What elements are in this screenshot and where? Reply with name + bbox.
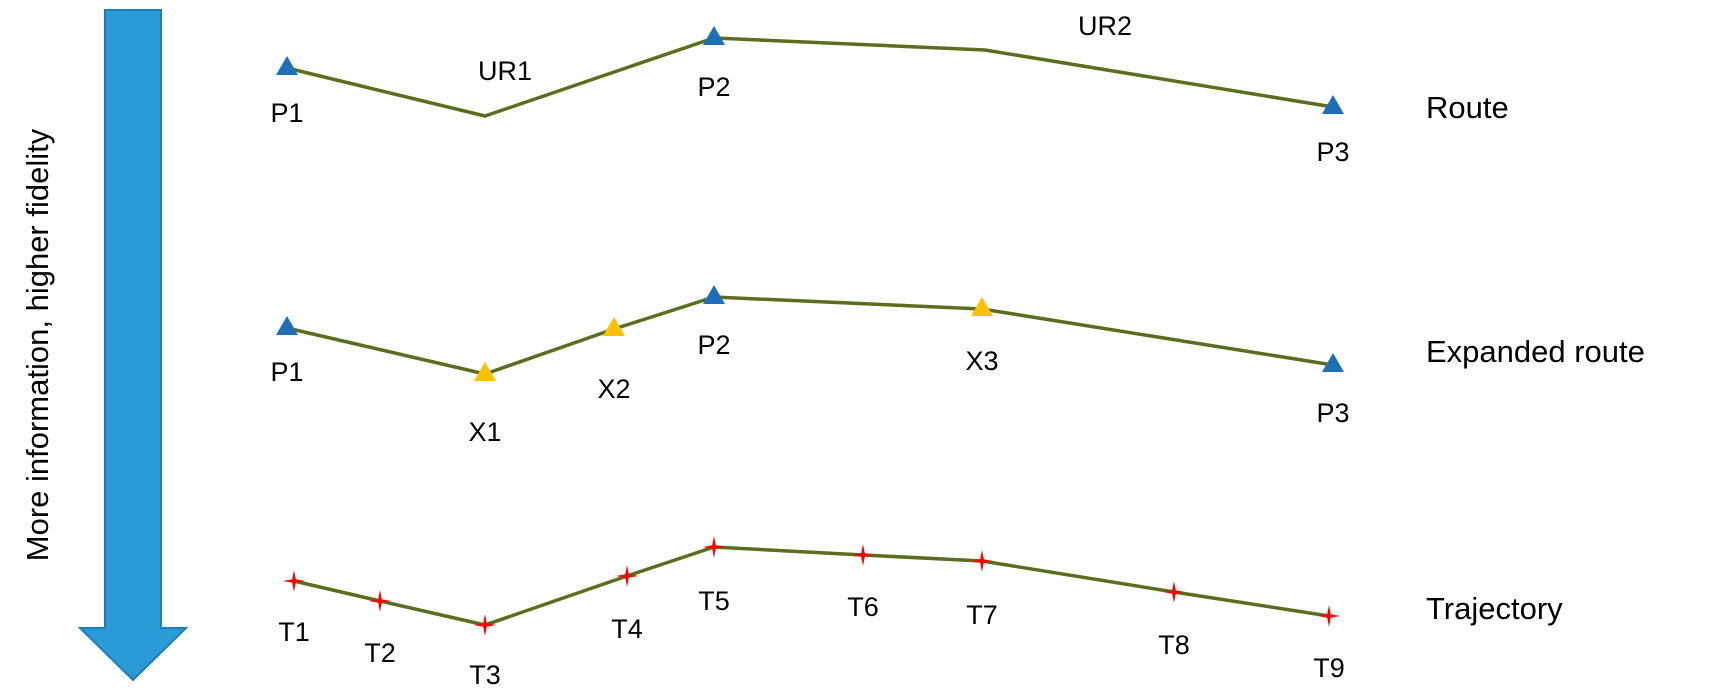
row-label-trajectory: Trajectory [1426, 591, 1563, 626]
point-label: P2 [697, 72, 730, 102]
waypoint-triangle-icon [276, 316, 298, 335]
trajectory-row: T1 T2 T3 T4 T5 T6 T7 T8 T9 [278, 536, 1345, 690]
point-label: T1 [278, 617, 310, 647]
point-label: P3 [1316, 398, 1349, 428]
waypoint-triangle-icon [703, 26, 725, 45]
point-label: T4 [611, 614, 643, 644]
point-label: P1 [270, 98, 303, 128]
point-label: X1 [468, 417, 501, 447]
point-label: T9 [1313, 653, 1345, 683]
trajectory-point-star-icon [283, 570, 305, 592]
point-label: T8 [1158, 630, 1190, 660]
expanded-point-triangle-icon [474, 362, 496, 381]
trajectory-point-star-icon [474, 614, 496, 636]
point-label: T7 [966, 600, 998, 630]
fidelity-axis-label: More information, higher fidelity [20, 128, 55, 561]
row-label-expanded-route: Expanded route [1426, 334, 1645, 369]
point-label: T6 [847, 592, 879, 622]
waypoint-triangle-icon [1322, 95, 1344, 114]
trajectory-point-star-icon [703, 536, 725, 558]
waypoint-triangle-icon [1322, 353, 1344, 372]
route-row: P1 P2 P3 UR1 UR2 [270, 11, 1349, 167]
point-label: P1 [270, 357, 303, 387]
point-label: T5 [698, 586, 730, 616]
point-label: X2 [597, 374, 630, 404]
segment-label: UR2 [1078, 11, 1132, 41]
route-path-line [286, 36, 1334, 118]
trajectory-point-star-icon [971, 550, 993, 572]
segment-label: UR1 [478, 56, 532, 86]
trajectory-point-star-icon [369, 590, 391, 612]
point-label: P3 [1316, 137, 1349, 167]
waypoint-triangle-icon [276, 56, 298, 75]
trajectory-point-star-icon [616, 565, 638, 587]
waypoint-triangle-icon [703, 285, 725, 304]
expanded-route-row: P1 X1 X2 P2 X3 P3 [270, 285, 1350, 447]
trajectory-point-star-icon [852, 544, 874, 566]
point-label: T3 [469, 660, 501, 688]
expanded-point-triangle-icon [971, 297, 993, 316]
down-arrow-icon [77, 9, 189, 682]
row-label-route: Route [1426, 90, 1509, 125]
point-label: P2 [697, 330, 730, 360]
trajectory-point-star-icon [1163, 581, 1185, 603]
point-label: X3 [965, 346, 998, 376]
trajectory-point-star-icon [1318, 605, 1340, 627]
route-path-line [286, 295, 1334, 376]
expanded-point-triangle-icon [603, 317, 625, 336]
point-label: T2 [364, 638, 396, 668]
